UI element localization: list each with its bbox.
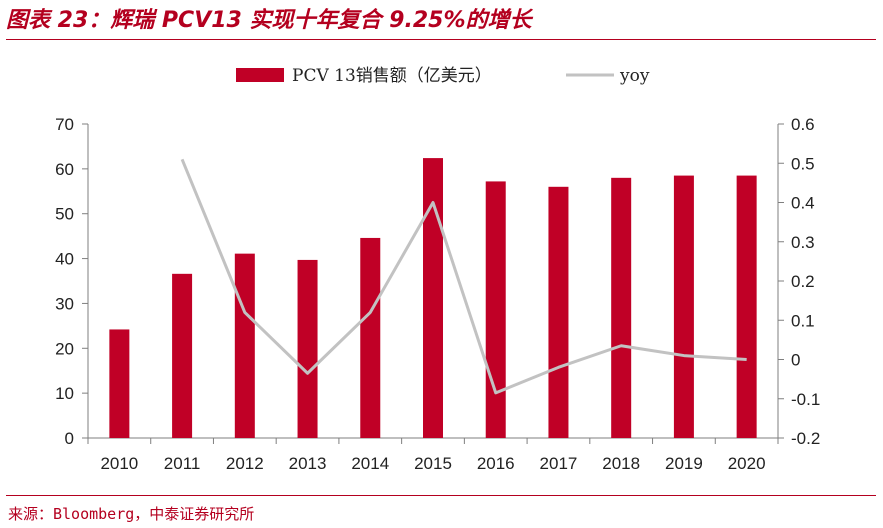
x-tick-label: 2020 bbox=[728, 454, 766, 473]
y-left-tick-labels: 0 10 20 30 40 50 60 70 bbox=[55, 115, 74, 448]
bar bbox=[548, 186, 569, 438]
bar bbox=[736, 175, 757, 439]
x-tick-label: 2015 bbox=[414, 454, 452, 473]
bar bbox=[109, 329, 130, 438]
bar-series bbox=[109, 158, 757, 439]
bar bbox=[485, 181, 506, 438]
bar bbox=[297, 259, 318, 438]
y-right-tick-label: 0.1 bbox=[791, 311, 815, 330]
x-tick-label: 2013 bbox=[289, 454, 327, 473]
line-series bbox=[180, 158, 747, 395]
bar bbox=[673, 175, 694, 439]
yoy-line bbox=[180, 158, 747, 395]
y-right-tick-label: 0.2 bbox=[791, 272, 815, 291]
y-right-tick-label: 0 bbox=[791, 351, 800, 370]
title-rule bbox=[6, 39, 876, 40]
y-right-tick-label: 0.6 bbox=[791, 115, 815, 134]
y-left-tick-label: 10 bbox=[55, 384, 74, 403]
x-tick-label: 2016 bbox=[477, 454, 515, 473]
source-note: 来源：Bloomberg，中泰证券研究所 bbox=[8, 505, 255, 523]
bar bbox=[360, 237, 381, 438]
legend: PCV 13销售额（亿美元） yoy bbox=[236, 66, 650, 86]
y-left-tick-label: 70 bbox=[55, 115, 74, 134]
bar bbox=[611, 177, 632, 439]
source-rule bbox=[6, 495, 876, 496]
y-right-tick-label: 0.5 bbox=[791, 154, 815, 173]
y-left-tick-label: 60 bbox=[55, 160, 74, 179]
y-left-tick-label: 30 bbox=[55, 294, 74, 313]
legend-bar-swatch bbox=[236, 68, 284, 82]
y-left-tick-label: 20 bbox=[55, 339, 74, 358]
y-right-tick-label: -0.1 bbox=[791, 390, 820, 409]
x-tick-label: 2018 bbox=[602, 454, 640, 473]
legend-line-label: yoy bbox=[619, 66, 650, 86]
y-right-tick-label: 0.3 bbox=[791, 233, 815, 252]
x-tick-labels: 2010 2011 2012 2013 2014 2015 2016 2017 2018 2019… bbox=[100, 454, 765, 473]
x-tick-label: 2017 bbox=[540, 454, 578, 473]
bar bbox=[234, 253, 255, 438]
bar bbox=[172, 273, 193, 438]
y-left-tick-label: 50 bbox=[55, 205, 74, 224]
y-right-tick-label: -0.2 bbox=[791, 429, 820, 448]
x-tick-label: 2012 bbox=[226, 454, 264, 473]
y-left-tick-label: 0 bbox=[65, 429, 74, 448]
x-tick-label: 2011 bbox=[164, 454, 201, 473]
y-right-tick-label: 0.4 bbox=[791, 194, 815, 213]
legend-bar-label: PCV 13销售额（亿美元） bbox=[292, 66, 492, 86]
x-tick-label: 2019 bbox=[665, 454, 703, 473]
x-tick-label: 2010 bbox=[100, 454, 138, 473]
chart-title: 图表 23：辉瑞 PCV13 实现十年复合 9.25%的增长 bbox=[6, 8, 532, 33]
y-right-tick-labels: -0.2 -0.1 0 0.1 0.2 0.3 0.4 0.5 0.6 bbox=[791, 115, 820, 448]
x-tick-label: 2014 bbox=[351, 454, 389, 473]
y-left-tick-label: 40 bbox=[55, 250, 74, 269]
bar bbox=[423, 158, 443, 438]
